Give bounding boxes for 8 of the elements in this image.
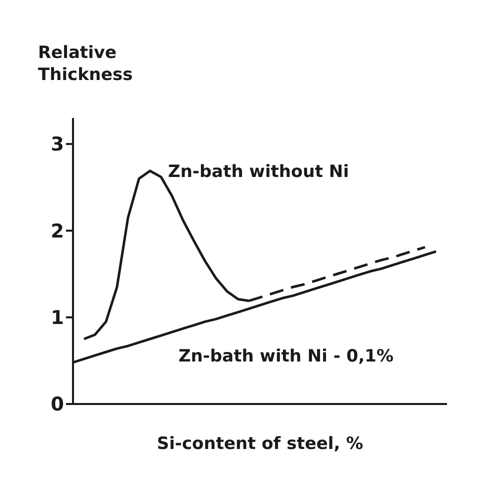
series-label: Zn-bath with Ni - 0,1% — [178, 346, 394, 366]
y-tick-label: 0 — [50, 394, 64, 416]
y-tick-label: 1 — [50, 307, 64, 330]
x-axis-title: Si-content of steel, % — [156, 434, 364, 454]
y-tick-label: 2 — [50, 220, 64, 242]
series-label: Zn-bath without Ni — [168, 162, 349, 182]
y-tick-label: 3 — [50, 134, 64, 156]
y-axis-title: Relative Thickness — [38, 43, 133, 85]
